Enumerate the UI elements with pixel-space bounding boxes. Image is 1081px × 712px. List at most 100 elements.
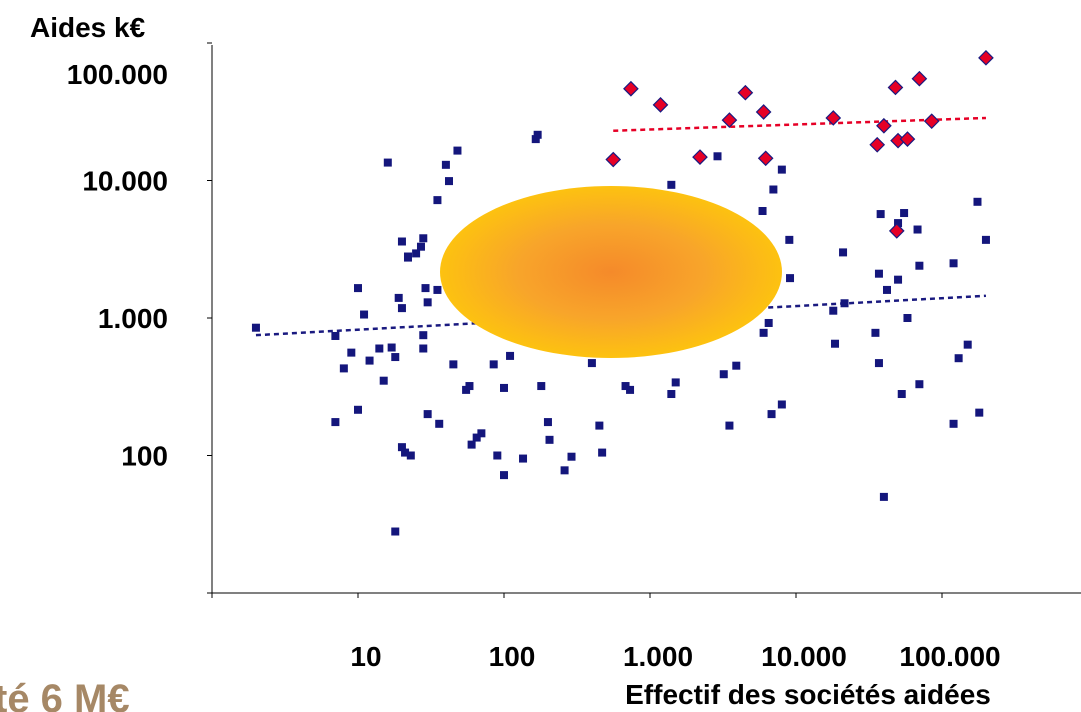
- data-point: [365, 356, 374, 365]
- data-point: [251, 323, 260, 332]
- data-point: [339, 364, 348, 373]
- x-tick-label: 10.000: [761, 641, 847, 672]
- data-point: [652, 96, 669, 113]
- data-point: [973, 197, 982, 206]
- data-point: [839, 248, 848, 257]
- data-point: [423, 298, 432, 307]
- data-point: [869, 136, 886, 153]
- data-point: [887, 79, 904, 96]
- y-axis-title: Aides k€: [30, 12, 146, 43]
- data-point: [560, 466, 569, 475]
- data-point: [829, 306, 838, 315]
- data-point: [874, 269, 883, 278]
- data-point: [874, 359, 883, 368]
- trendlines: [255, 116, 987, 337]
- data-point: [888, 223, 905, 239]
- data-point: [391, 527, 400, 536]
- data-point: [449, 360, 458, 369]
- data-point: [623, 80, 639, 97]
- data-point: [949, 419, 958, 428]
- data-point: [981, 235, 990, 244]
- data-point: [397, 237, 406, 246]
- data-point: [777, 165, 786, 174]
- data-point: [331, 418, 340, 427]
- data-point: [500, 383, 508, 392]
- data-point: [903, 314, 912, 322]
- y-tick-label: 100: [121, 441, 168, 472]
- data-point: [626, 385, 635, 394]
- data-point: [433, 285, 442, 294]
- data-point: [978, 49, 994, 66]
- data-point: [423, 410, 432, 419]
- data-point: [786, 274, 795, 283]
- data-point: [360, 310, 369, 319]
- data-point: [533, 130, 542, 139]
- data-point: [725, 421, 734, 430]
- data-point: [913, 225, 922, 234]
- data-point: [911, 70, 928, 87]
- x-ticks: 10 100 1.000 10.000 100.000: [211, 593, 1001, 672]
- data-point: [419, 331, 428, 340]
- y-tick-label: 1.000: [98, 303, 168, 334]
- data-point: [605, 151, 622, 168]
- data-point: [416, 242, 425, 251]
- data-point: [671, 378, 680, 387]
- data-point: [595, 421, 604, 430]
- data-point: [737, 84, 754, 101]
- x-axis-title: Effectif des sociétés aidées: [625, 679, 991, 710]
- data-point: [894, 275, 903, 284]
- data-point: [403, 252, 412, 261]
- data-point: [777, 400, 786, 409]
- data-point: [531, 135, 540, 144]
- x-tick-label: 100: [489, 641, 536, 672]
- data-point: [692, 149, 708, 165]
- data-point: [433, 196, 442, 205]
- data-point: [755, 104, 772, 120]
- data-point: [545, 435, 554, 444]
- trendline: [613, 116, 986, 133]
- data-point: [831, 339, 840, 348]
- data-point: [963, 340, 972, 349]
- data-point: [354, 284, 362, 293]
- axes: [211, 45, 1081, 594]
- data-point: [598, 448, 607, 457]
- data-point: [975, 408, 984, 417]
- data-point: [667, 390, 676, 399]
- highlight-ellipse: [440, 186, 782, 358]
- data-point: [759, 328, 768, 337]
- data-point: [757, 150, 774, 167]
- data-point: [949, 259, 958, 268]
- data-point: [354, 405, 362, 414]
- data-point: [954, 354, 963, 363]
- x-tick-label: 1.000: [623, 641, 693, 672]
- data-point: [667, 180, 676, 189]
- data-point: [537, 382, 546, 391]
- data-point: [587, 359, 596, 368]
- data-point: [419, 344, 428, 353]
- data-point: [732, 361, 741, 370]
- data-point: [825, 110, 842, 126]
- y-tick-label: 100.000: [67, 59, 168, 90]
- data-point: [621, 382, 630, 391]
- x-tick-label: 100.000: [899, 641, 1000, 672]
- data-point: [397, 443, 406, 452]
- data-point: [876, 210, 885, 219]
- data-point: [882, 285, 891, 294]
- data-point: [567, 452, 576, 461]
- data-point: [785, 235, 794, 244]
- data-point: [900, 209, 909, 218]
- data-point: [915, 380, 924, 389]
- data-point: [465, 382, 474, 391]
- data-point: [401, 448, 410, 457]
- data-point: [331, 331, 340, 340]
- data-point: [412, 249, 421, 258]
- y-tick-label: 10.000: [82, 166, 168, 197]
- note-text: té 6 M€: [0, 677, 130, 712]
- data-point: [477, 429, 486, 438]
- series-red-points: [605, 49, 994, 239]
- data-point: [489, 360, 498, 369]
- data-point: [394, 293, 403, 302]
- data-point: [441, 160, 450, 169]
- data-point: [915, 261, 924, 270]
